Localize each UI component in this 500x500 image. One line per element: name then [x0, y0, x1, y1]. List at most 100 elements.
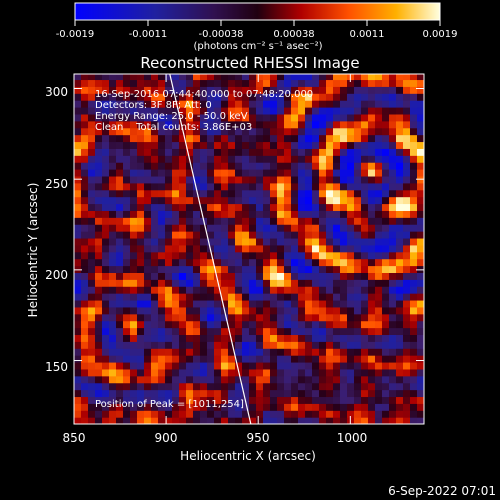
heatmap-cell	[151, 396, 159, 404]
heatmap-cell	[165, 148, 173, 156]
heatmap-cell	[375, 162, 383, 170]
heatmap-cell	[186, 396, 194, 404]
heatmap-cell	[410, 389, 418, 398]
heatmap-cell	[396, 382, 404, 391]
heatmap-cell	[165, 368, 173, 377]
heatmap-cell	[396, 327, 404, 336]
heatmap-cell	[235, 361, 243, 370]
heatmap-cell	[396, 93, 404, 101]
heatmap-cell	[291, 169, 299, 177]
heatmap-cell	[284, 155, 292, 163]
heatmap-cell	[347, 293, 355, 301]
heatmap-cell	[263, 141, 271, 149]
heatmap-cell	[158, 86, 166, 94]
heatmap-cell	[389, 189, 397, 198]
heatmap-cell	[382, 265, 390, 273]
heatmap-cell	[116, 361, 124, 370]
heatmap-cell	[389, 100, 397, 108]
heatmap-cell	[424, 231, 432, 238]
heatmap-cell	[312, 355, 320, 363]
heatmap-cell	[368, 417, 376, 424]
heatmap-cell	[284, 74, 292, 81]
heatmap-cell	[95, 74, 103, 81]
heatmap-cell	[88, 175, 96, 184]
heatmap-cell	[298, 396, 306, 404]
heatmap-cell	[144, 162, 152, 170]
heatmap-cell	[95, 361, 103, 370]
heatmap-cell	[403, 258, 411, 267]
heatmap-cell	[389, 355, 397, 363]
heatmap-cell	[382, 286, 390, 294]
heatmap-cell	[88, 93, 96, 101]
heatmap-cell	[361, 258, 369, 267]
heatmap-cell	[361, 162, 369, 170]
heatmap-cell	[200, 361, 208, 370]
heatmap-cell	[165, 74, 173, 81]
heatmap-cell	[137, 93, 145, 101]
heatmap-cell	[340, 396, 348, 404]
heatmap-cell	[298, 306, 306, 315]
heatmap-cell	[165, 375, 173, 384]
heatmap-cell	[74, 148, 82, 156]
heatmap-cell	[326, 313, 334, 322]
heatmap-cell	[382, 251, 390, 260]
heatmap-cell	[270, 210, 278, 218]
heatmap-cell	[298, 293, 306, 301]
heatmap-cell	[165, 203, 173, 211]
heatmap-cell	[81, 210, 89, 218]
heatmap-cell	[242, 293, 250, 301]
heatmap-cell	[123, 251, 131, 260]
heatmap-cell	[277, 251, 285, 260]
heatmap-cell	[305, 79, 313, 87]
heatmap-cell	[396, 361, 404, 370]
heatmap-cell	[151, 210, 159, 218]
heatmap-cell	[207, 231, 215, 239]
heatmap-cell	[144, 196, 152, 205]
heatmap-cell	[277, 410, 285, 418]
heatmap-cell	[403, 175, 411, 184]
heatmap-cell	[249, 107, 257, 115]
heatmap-cell	[291, 348, 299, 356]
heatmap-cell	[193, 306, 201, 315]
heatmap-cell	[319, 382, 327, 391]
heatmap-cell	[284, 86, 292, 94]
heatmap-cell	[333, 175, 341, 184]
heatmap-cell	[249, 293, 257, 301]
heatmap-cell	[95, 182, 103, 191]
heatmap-cell	[130, 389, 138, 398]
heatmap-cell	[263, 182, 271, 191]
heatmap-cell	[228, 244, 236, 253]
heatmap-cell	[151, 410, 159, 418]
heatmap-cell	[144, 141, 152, 149]
heatmap-cell	[410, 182, 418, 191]
heatmap-cell	[193, 203, 201, 211]
heatmap-cell	[95, 79, 103, 87]
heatmap-cell	[207, 134, 215, 143]
heatmap-cell	[186, 203, 194, 211]
heatmap-cell	[95, 175, 103, 184]
heatmap-cell	[228, 265, 236, 273]
heatmap-cell	[130, 113, 138, 122]
heatmap-cell	[389, 196, 397, 205]
heatmap-cell	[102, 293, 110, 301]
heatmap-cell	[298, 182, 306, 191]
heatmap-cell	[235, 382, 243, 391]
heatmap-cell	[319, 258, 327, 267]
heatmap-cell	[144, 355, 152, 363]
heatmap-cell	[319, 162, 327, 170]
heatmap-cell	[172, 169, 180, 177]
heatmap-cell	[410, 286, 418, 294]
heatmap-cell	[424, 79, 432, 86]
heatmap-cell	[130, 368, 138, 377]
heatmap-cell	[88, 417, 96, 424]
heatmap-cell	[347, 341, 355, 349]
heatmap-cell	[123, 368, 131, 377]
heatmap-cell	[410, 203, 418, 211]
heatmap-cell	[193, 382, 201, 391]
heatmap-cell	[228, 237, 236, 246]
heatmap-cell	[291, 251, 299, 260]
heatmap-cell	[151, 375, 159, 384]
heatmap-cell	[333, 410, 341, 418]
heatmap-cell	[235, 127, 243, 136]
heatmap-cell	[116, 237, 124, 246]
